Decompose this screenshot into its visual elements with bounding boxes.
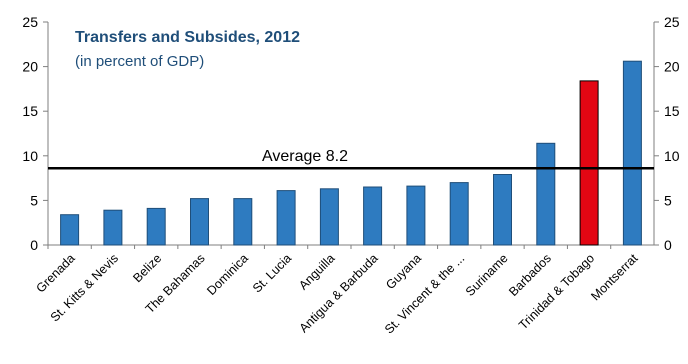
y-tick-label: 25 <box>22 14 38 30</box>
average-label: Average 8.2 <box>262 148 348 165</box>
y-tick-label: 10 <box>22 148 38 164</box>
right-axis-ticks: 0 5 10 15 20 25 <box>654 14 680 253</box>
chart-title: Transfers and Subsides, 2012 <box>75 29 300 46</box>
bar <box>319 188 339 246</box>
y-right-tick-label: 15 <box>664 103 680 119</box>
bar <box>406 185 426 246</box>
bar <box>493 174 512 246</box>
category-label: Trinidad & Tobago <box>516 251 597 332</box>
y-tick-label: 5 <box>30 192 38 208</box>
category-label: Suriname <box>463 251 511 299</box>
y-right-tick-label: 20 <box>664 59 680 75</box>
bar <box>276 190 296 246</box>
category-label: St. Vincent & the ... <box>382 251 467 336</box>
category-label: Antigua & Barbuda <box>297 251 381 335</box>
bar <box>536 142 556 246</box>
category-label: Belize <box>130 251 164 285</box>
category-label: Guyana <box>383 251 424 292</box>
bar <box>449 182 469 246</box>
y-tick-label: 20 <box>22 59 38 75</box>
category-label: Montserrat <box>588 251 641 304</box>
y-right-tick-label: 0 <box>664 237 672 253</box>
bar <box>622 60 642 246</box>
category-label: Dominica <box>204 251 251 298</box>
y-right-tick-label: 25 <box>664 14 680 30</box>
bar <box>233 198 253 246</box>
bar <box>579 80 599 246</box>
bar <box>60 214 80 246</box>
bar <box>103 209 123 246</box>
bar <box>146 207 166 246</box>
y-tick-label: 0 <box>30 237 38 253</box>
left-axis-ticks: 0 5 10 15 20 25 <box>22 14 48 253</box>
y-right-tick-label: 10 <box>664 148 680 164</box>
category-label: St. Lucia <box>250 251 294 295</box>
y-right-tick-label: 5 <box>664 192 672 208</box>
category-label: Grenada <box>33 251 77 295</box>
chart-subtitle: (in percent of GDP) <box>75 53 204 70</box>
category-label: Anguilla <box>296 251 337 292</box>
bar <box>190 198 209 246</box>
bar <box>363 186 383 246</box>
y-tick-label: 15 <box>22 103 38 119</box>
